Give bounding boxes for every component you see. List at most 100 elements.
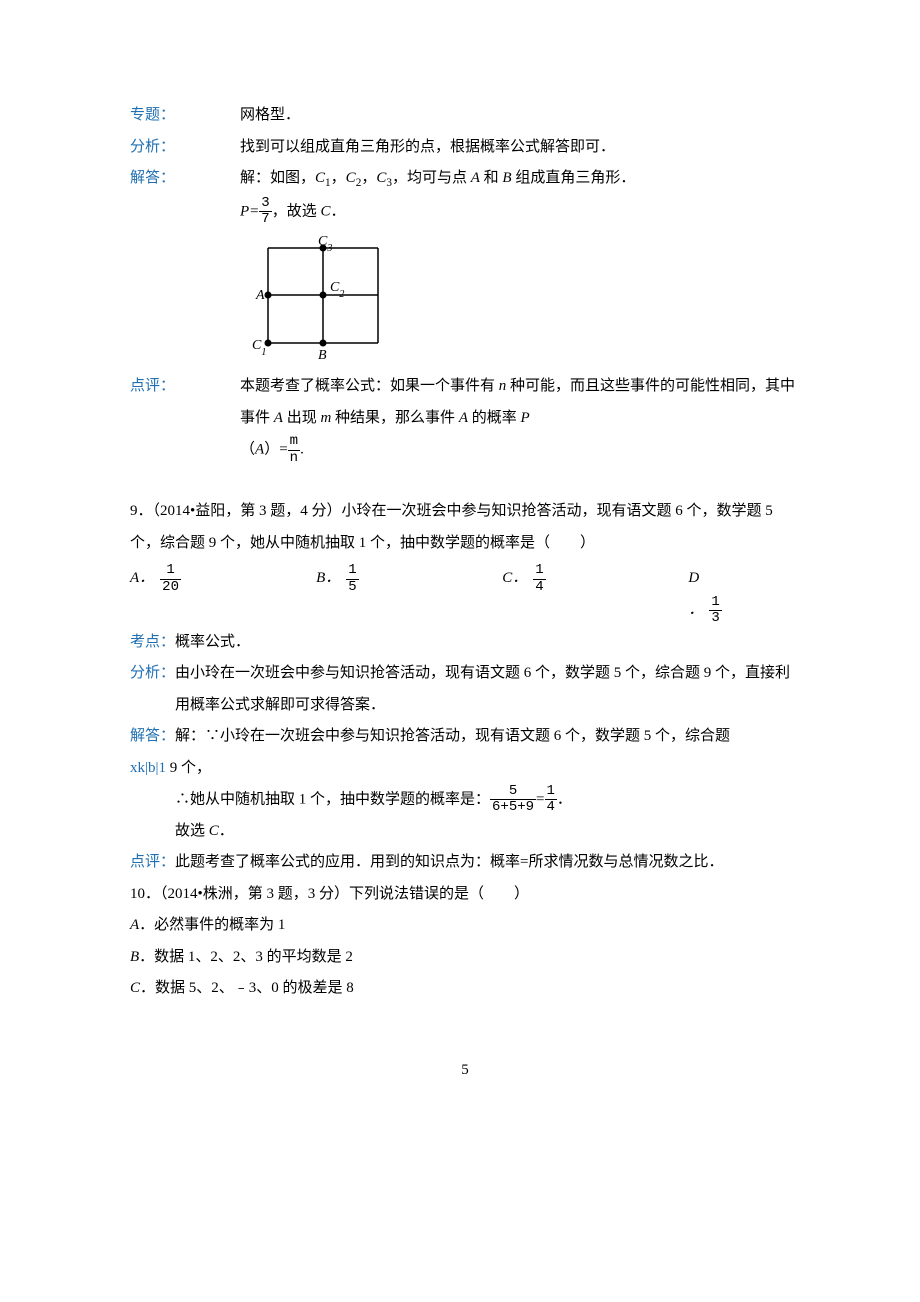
- q10-stem: 10．（2014•株洲，第 3 题，3 分）下列说法错误的是（ ）: [130, 879, 800, 911]
- A: A: [274, 410, 283, 426]
- svg-text:C1: C1: [252, 338, 266, 358]
- f: 120: [160, 563, 181, 595]
- n: 1: [346, 563, 358, 579]
- l: C: [130, 980, 140, 996]
- c2: C: [346, 170, 356, 186]
- grid-diagram: C3C2AC1B: [248, 233, 408, 363]
- den: n: [288, 451, 300, 466]
- t: ）=: [264, 442, 287, 458]
- jieda-label: 解答：: [130, 163, 240, 195]
- fl: 分析：: [130, 665, 175, 681]
- f2: 14: [545, 784, 557, 816]
- jieda-line2: P=37，故选 C．: [240, 196, 800, 228]
- dl: 点评：: [130, 854, 175, 870]
- d: 6+5+9: [490, 800, 536, 815]
- l: B．: [316, 563, 340, 595]
- fenxi-content: 找到可以组成直角三角形的点，根据概率公式解答即可．: [240, 132, 800, 164]
- p-eq: P=: [240, 203, 259, 219]
- ft: 由小玲在一次班会中参与知识抢答活动，现有语文题 6 个，数学题 5 个，综合题 …: [175, 665, 790, 713]
- q9-jieda2: ∴她从中随机抽取 1 个，抽中数学题的概率是：56+5+9=14．: [130, 784, 800, 816]
- dp-formula: （A）=mn.: [240, 434, 800, 466]
- t: 和: [480, 170, 503, 186]
- n: 1: [545, 784, 557, 800]
- n: 5: [490, 784, 536, 800]
- den: 7: [259, 212, 271, 227]
- opt-b: B．15: [316, 563, 502, 626]
- A2: A: [459, 410, 468, 426]
- opt-d: D ． 13: [688, 563, 800, 626]
- q10-a: A．必然事件的概率为 1: [130, 910, 800, 942]
- t: 种结果，那么事件: [331, 410, 459, 426]
- jf: ．: [219, 823, 234, 839]
- n: 1: [160, 563, 181, 579]
- d: 5: [346, 580, 358, 595]
- d: 4: [545, 800, 557, 815]
- P: P: [521, 410, 530, 426]
- svg-text:C2: C2: [330, 280, 344, 300]
- l: D: [688, 570, 699, 586]
- ja: 解：∵小玲在一次班会中参与知识抢答活动，现有语文题 6 个，数学题 5 个，综合…: [175, 728, 730, 744]
- t: ，均可与点: [392, 170, 471, 186]
- jl: 解答：: [130, 728, 175, 744]
- q9-kaodian: 考点：概率公式．: [130, 627, 800, 659]
- n: 1: [533, 563, 545, 579]
- jc: ∴她从中随机抽取 1 个，抽中数学题的概率是：: [175, 791, 490, 807]
- t: .: [300, 442, 304, 458]
- q9-dianping: 点评：此题考查了概率公式的应用．用到的知识点为：概率=所求情况数与总情况数之比．: [130, 847, 800, 879]
- opt-c: C．14: [502, 563, 688, 626]
- d: 20: [160, 580, 181, 595]
- l: C．: [502, 563, 527, 595]
- zhuanti-content: 网格型．: [240, 100, 800, 132]
- C: C: [209, 823, 219, 839]
- q10-c: C．数据 5、2、﹣3、0 的极差是 8: [130, 973, 800, 1005]
- f: 14: [533, 563, 545, 595]
- opt-a: A． 120: [130, 563, 316, 626]
- dianping-content: 本题考查了概率公式：如果一个事件有 n 种可能，而且这些事件的可能性相同，其中事…: [240, 371, 800, 466]
- n: 1: [709, 595, 721, 611]
- l: A: [130, 917, 139, 933]
- q9-stem: 9．（2014•益阳，第 3 题，4 分）小玲在一次班会中参与知识抢答活动，现有…: [130, 496, 800, 559]
- svg-text:A: A: [255, 288, 265, 303]
- c: C: [320, 203, 330, 219]
- t: ．: [330, 203, 345, 219]
- s: 1: [325, 177, 331, 189]
- xkb: xk|b|1: [130, 760, 166, 776]
- q9-jieda3: 故选 C．: [130, 816, 800, 848]
- t: ．数据 5、2、﹣3、0 的极差是 8: [140, 980, 354, 996]
- jieda-row: 解答： 解：如图，C1，C2，C3，均可与点 A 和 B 组成直角三角形． P=…: [130, 163, 800, 371]
- dianping-label: 点评：: [130, 371, 240, 403]
- f: 15: [346, 563, 358, 595]
- q9-jieda-xkb: xk|b|1 9 个，: [130, 753, 800, 785]
- zhuanti-label: 专题：: [130, 100, 240, 132]
- dianping-row: 点评： 本题考查了概率公式：如果一个事件有 n 种可能，而且这些事件的可能性相同…: [130, 371, 800, 466]
- t: ．数据 1、2、2、3 的平均数是 2: [139, 949, 353, 965]
- frac-mn: mn: [288, 434, 300, 466]
- zhuanti-row: 专题： 网格型．: [130, 100, 800, 132]
- eq: =: [536, 791, 544, 807]
- l: B: [130, 949, 139, 965]
- t: 本题考查了概率公式：如果一个事件有: [240, 378, 499, 394]
- s: 2: [356, 177, 362, 189]
- t: 出现: [283, 410, 321, 426]
- dt: 此题考查了概率公式的应用．用到的知识点为：概率=所求情况数与总情况数之比．: [175, 854, 723, 870]
- jb: 9 个，: [166, 760, 211, 776]
- q9-fenxi: 分析：由小玲在一次班会中参与知识抢答活动，现有语文题 6 个，数学题 5 个，综…: [130, 658, 800, 721]
- dp-text: 本题考查了概率公式：如果一个事件有 n 种可能，而且这些事件的可能性相同，其中事…: [240, 371, 800, 434]
- num: m: [288, 434, 300, 450]
- d: 4: [533, 580, 545, 595]
- t: 组成直角三角形．: [512, 170, 636, 186]
- q10-b: B．数据 1、2、2、3 的平均数是 2: [130, 942, 800, 974]
- a: A: [471, 170, 480, 186]
- kl: 考点：: [130, 634, 175, 650]
- jd: ．: [557, 791, 572, 807]
- t: 的概率: [468, 410, 521, 426]
- l: A．: [130, 563, 154, 595]
- dot: ．: [688, 595, 703, 627]
- c1: C: [315, 170, 325, 186]
- c3: C: [376, 170, 386, 186]
- je: 故选: [175, 823, 209, 839]
- d: 3: [709, 611, 721, 626]
- q9-jieda1: 解答：解：∵小玲在一次班会中参与知识抢答活动，现有语文题 6 个，数学题 5 个…: [130, 721, 800, 753]
- page-number: 5: [130, 1055, 800, 1087]
- kt: 概率公式．: [175, 634, 250, 650]
